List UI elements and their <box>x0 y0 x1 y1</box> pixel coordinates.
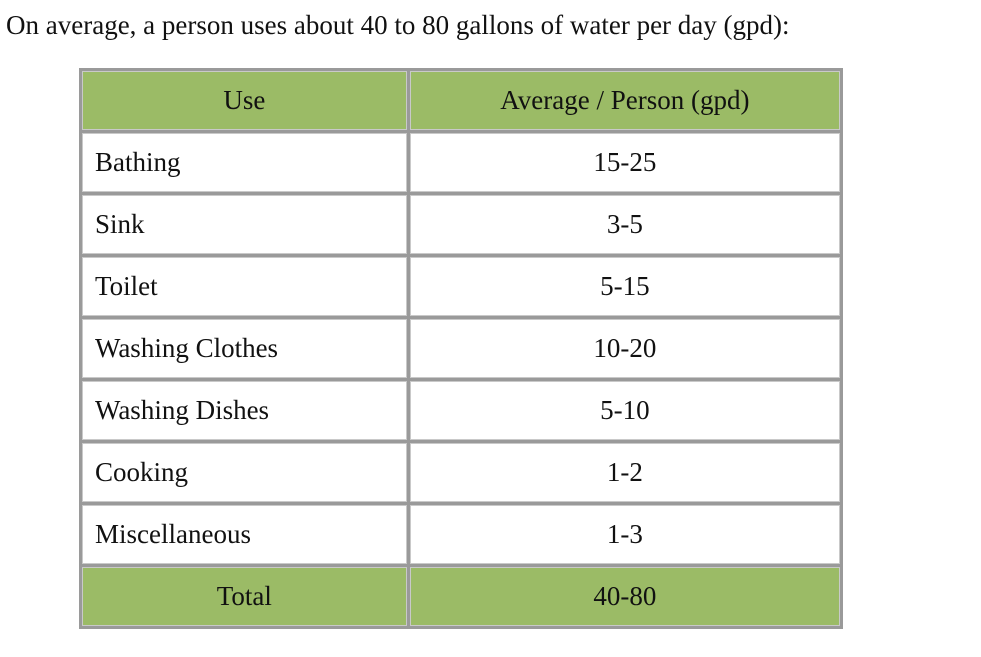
table-row: Washing Dishes 5-10 <box>82 381 840 440</box>
average-cell: 3-5 <box>409 195 840 254</box>
use-cell: Bathing <box>82 133 407 192</box>
use-cell: Sink <box>82 195 407 254</box>
use-cell: Miscellaneous <box>82 505 407 564</box>
table-row: Cooking 1-2 <box>82 443 840 502</box>
average-cell: 1-2 <box>409 443 840 502</box>
water-usage-table: Use Average / Person (gpd) Bathing 15-25… <box>79 68 843 629</box>
column-header-average: Average / Person (gpd) <box>409 71 840 130</box>
table-row: Washing Clothes 10-20 <box>82 319 840 378</box>
use-cell: Washing Clothes <box>82 319 407 378</box>
table-header-row: Use Average / Person (gpd) <box>82 71 840 130</box>
use-cell: Washing Dishes <box>82 381 407 440</box>
total-row: Total 40-80 <box>82 567 840 626</box>
table-row: Bathing 15-25 <box>82 133 840 192</box>
use-cell: Toilet <box>82 257 407 316</box>
table-row: Sink 3-5 <box>82 195 840 254</box>
table-row: Miscellaneous 1-3 <box>82 505 840 564</box>
average-cell: 15-25 <box>409 133 840 192</box>
average-cell: 5-10 <box>409 381 840 440</box>
total-label: Total <box>82 567 407 626</box>
total-value: 40-80 <box>409 567 840 626</box>
intro-text: On average, a person uses about 40 to 80… <box>6 10 790 40</box>
average-cell: 5-15 <box>409 257 840 316</box>
average-cell: 1-3 <box>409 505 840 564</box>
table-row: Toilet 5-15 <box>82 257 840 316</box>
use-cell: Cooking <box>82 443 407 502</box>
average-cell: 10-20 <box>409 319 840 378</box>
column-header-use: Use <box>82 71 407 130</box>
